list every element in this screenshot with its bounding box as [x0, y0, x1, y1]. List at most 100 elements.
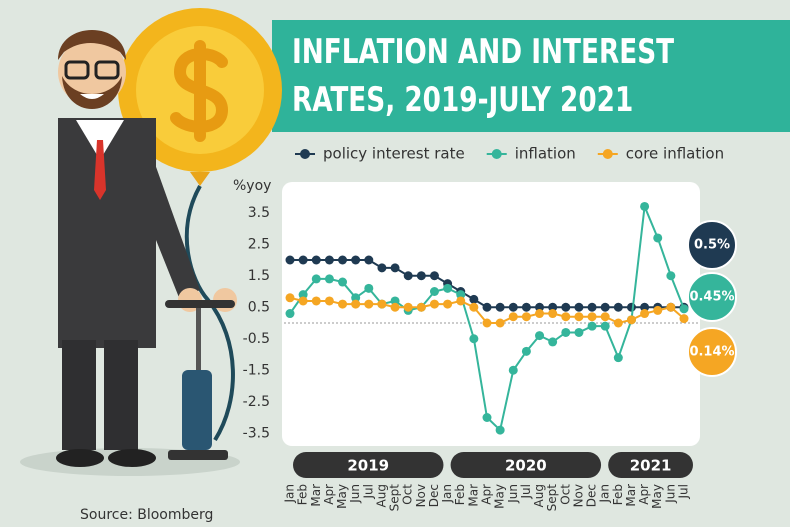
data-point — [508, 365, 518, 375]
legend-label: inflation — [515, 145, 576, 163]
source: Source: Bloomberg — [80, 507, 213, 523]
data-point — [561, 327, 571, 337]
data-point — [613, 318, 623, 328]
data-point — [429, 299, 439, 309]
illustration — [20, 8, 282, 476]
x-tick-label: May — [650, 484, 664, 509]
y-tick-label: -2.5 — [243, 394, 270, 410]
y-tick-label: 2.5 — [248, 236, 270, 252]
x-tick-label: Nov — [414, 484, 428, 507]
x-tick-label: Jan — [283, 484, 297, 504]
data-point — [679, 314, 689, 324]
data-point — [574, 312, 584, 322]
data-point — [561, 312, 571, 322]
y-tick-label: 1.5 — [248, 268, 270, 284]
data-point — [613, 353, 623, 363]
data-point — [587, 312, 597, 322]
legend-marker — [300, 149, 310, 159]
x-tick-label: Jul — [677, 484, 691, 499]
data-point — [403, 302, 413, 312]
x-tick-label: Jun — [506, 484, 520, 504]
data-point — [285, 309, 295, 319]
x-tick-label: Jul — [361, 484, 375, 499]
plot-area — [282, 182, 700, 446]
data-point — [403, 271, 413, 281]
data-point — [521, 312, 531, 322]
data-point — [508, 312, 518, 322]
data-point — [561, 302, 571, 312]
data-point — [521, 302, 531, 312]
data-point — [574, 302, 584, 312]
data-point — [338, 277, 348, 287]
data-point — [456, 296, 466, 306]
x-tick-label: Apr — [637, 484, 651, 505]
data-point — [338, 299, 348, 309]
data-point — [311, 296, 321, 306]
x-tick-label: Jul — [519, 484, 533, 499]
data-point — [640, 201, 650, 211]
data-point — [390, 302, 400, 312]
data-point — [469, 294, 479, 304]
data-point — [600, 321, 610, 331]
data-point — [324, 296, 334, 306]
data-label: 0.14% — [689, 345, 734, 360]
data-point — [640, 309, 650, 319]
data-point — [574, 327, 584, 337]
data-label: 0.5% — [694, 238, 730, 253]
y-tick-label: 0.5 — [248, 299, 270, 315]
data-point — [482, 413, 492, 422]
x-tick-label: Dec — [585, 484, 599, 507]
data-point — [416, 271, 426, 281]
year-label: 2020 — [505, 457, 547, 475]
data-point — [626, 315, 636, 325]
x-tick-label: Feb — [453, 484, 467, 505]
data-point — [600, 302, 610, 312]
data-label: 0.45% — [689, 290, 734, 305]
x-tick-label: May — [335, 484, 349, 509]
x-tick-label: Mar — [309, 484, 323, 507]
data-point — [456, 290, 466, 300]
data-point — [429, 271, 439, 281]
x-tick-label: Dec — [427, 484, 441, 507]
data-point — [351, 293, 361, 303]
data-point — [298, 290, 308, 300]
year-bar — [450, 452, 602, 478]
y-tick-label: -1.5 — [243, 362, 270, 378]
data-point — [338, 255, 348, 265]
x-tick-label: Oct — [558, 484, 572, 505]
data-point — [495, 318, 505, 328]
data-point — [469, 302, 479, 312]
data-point — [298, 255, 308, 265]
data-point — [600, 312, 610, 322]
data-point — [364, 299, 374, 309]
data-point — [535, 309, 545, 319]
data-point — [443, 299, 453, 309]
legend-label: core inflation — [626, 145, 724, 163]
end-badge — [687, 272, 737, 322]
data-point — [351, 299, 361, 309]
x-tick-label: Jan — [598, 484, 612, 504]
data-point — [482, 302, 492, 312]
data-point — [443, 283, 453, 293]
data-point — [311, 255, 321, 265]
data-point — [679, 304, 689, 314]
data-point — [469, 334, 479, 344]
y-tick-label: 3.5 — [248, 205, 270, 221]
x-tick-label: Feb — [296, 484, 310, 505]
x-tick-label: Apr — [480, 484, 494, 505]
title-band — [272, 20, 790, 132]
data-point — [285, 255, 295, 265]
x-tick-label: Mar — [624, 484, 638, 507]
x-tick-label: Mar — [466, 484, 480, 507]
data-point — [429, 287, 439, 296]
x-tick-label: Nov — [571, 484, 585, 507]
data-point — [626, 302, 636, 312]
x-tick-label: Feb — [611, 484, 625, 505]
data-point — [587, 321, 597, 331]
data-point — [390, 263, 400, 273]
data-point — [613, 302, 623, 312]
x-tick-label: Aug — [532, 484, 546, 507]
end-badge — [687, 327, 737, 377]
